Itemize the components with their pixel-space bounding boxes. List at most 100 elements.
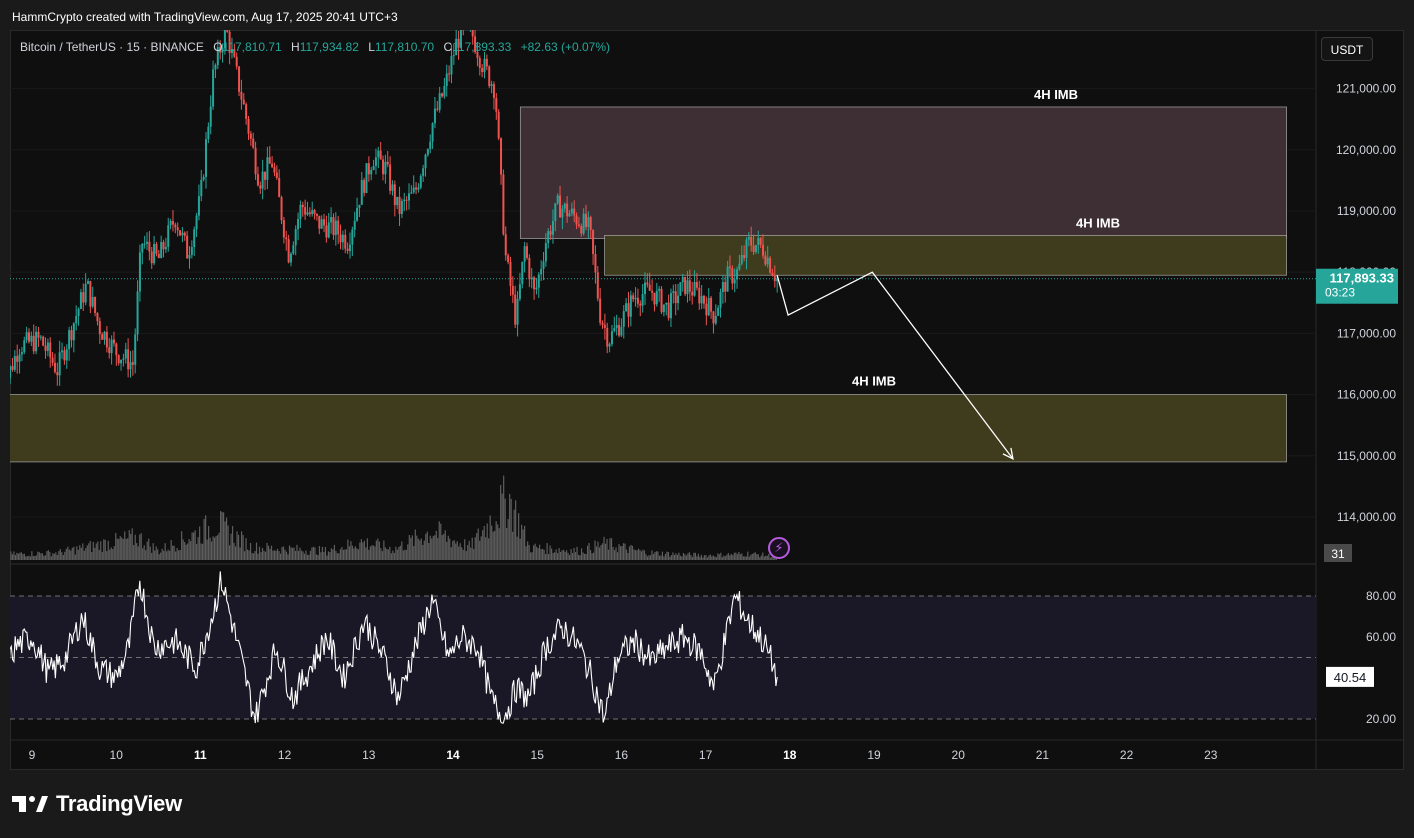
volume-bar [378, 541, 380, 560]
volume-bar [585, 553, 587, 560]
volume-bar [609, 538, 611, 560]
volume-bar [462, 549, 464, 560]
volume-bar [573, 547, 575, 560]
volume-bar [606, 538, 608, 560]
candle-body [710, 297, 713, 312]
candle-body [124, 349, 127, 359]
change-value: +82.63 (+0.07%) [520, 40, 611, 54]
volume-bar [527, 541, 529, 560]
brand-logo[interactable]: TradingView [12, 791, 182, 817]
imbalance-zone-1[interactable] [519, 106, 1287, 239]
volume-bar [236, 531, 238, 560]
volume-bar [491, 525, 493, 560]
rsi-tick-label: 80.00 [1366, 589, 1396, 603]
candle-body [738, 263, 741, 270]
candle-body [412, 187, 415, 193]
volume-bar [688, 552, 691, 560]
candle-body [238, 66, 241, 92]
volume-bar [642, 549, 644, 560]
volume-bar [324, 546, 327, 560]
symbol-label[interactable]: Bitcoin / TetherUS · 15 · BINANCE [20, 40, 204, 54]
candle-body [547, 231, 550, 244]
candle-body [46, 342, 49, 351]
volume-bar [715, 557, 717, 560]
volume-bar [37, 551, 39, 560]
candle-body [280, 197, 283, 221]
volume-bar [115, 532, 117, 560]
volume-bar [542, 548, 544, 560]
candle-body [110, 339, 113, 354]
volume-bar [158, 554, 160, 560]
volume-bar [333, 544, 336, 560]
volume-bar [287, 554, 289, 560]
candle-body [389, 164, 392, 191]
candle-body [688, 280, 691, 292]
candle-body [179, 230, 182, 236]
volume-bar [670, 555, 673, 560]
candle-body [20, 352, 23, 355]
volume-bar [473, 548, 475, 560]
volume-bar [425, 533, 427, 560]
volume-bar [233, 542, 235, 560]
time-tick-label: 14 [446, 748, 460, 762]
volume-bar [215, 536, 217, 560]
candle-body [743, 255, 746, 258]
candle-body [429, 141, 432, 150]
volume-bar [742, 556, 744, 560]
projection-path[interactable] [776, 271, 1014, 460]
volume-bar [323, 551, 325, 560]
candle-body [745, 239, 748, 258]
volume-bar [386, 548, 388, 560]
candle-body [450, 56, 453, 75]
time-tick-label: 18 [783, 748, 797, 762]
time-tick-label: 21 [1036, 748, 1050, 762]
volume-bar [53, 553, 55, 560]
volume-bar [79, 545, 81, 560]
volume-bar [515, 500, 517, 560]
volume-bar [374, 546, 376, 560]
candle-body [436, 108, 439, 110]
candle-body [530, 277, 533, 280]
volume-bar [607, 549, 610, 560]
flash-icon[interactable]: ⚡ [768, 537, 790, 559]
candle-body [176, 227, 179, 231]
volume-bar [275, 550, 277, 560]
candle-body [686, 280, 689, 295]
imbalance-zone-2[interactable] [604, 235, 1287, 276]
imbalance-zone-3[interactable] [10, 394, 1287, 463]
price-tick-label: 117,000.00 [1337, 326, 1396, 340]
volume-bar [604, 543, 607, 560]
volume-bar [43, 555, 45, 560]
volume-bar [251, 552, 253, 560]
volume-bar [672, 552, 674, 560]
candle-body [304, 207, 307, 215]
candle-body [426, 149, 429, 155]
volume-bar [50, 556, 52, 560]
candle-body [278, 178, 281, 198]
volume-bar [329, 552, 331, 560]
volume-bar [190, 541, 192, 560]
candle-body [731, 268, 734, 284]
price-badge[interactable] [1316, 268, 1398, 304]
currency-button[interactable]: USDT [1321, 37, 1373, 61]
volume-bar [461, 547, 463, 560]
volume-bar [682, 552, 685, 560]
candle-body [79, 292, 82, 309]
candle-body [233, 49, 236, 57]
candle-body [183, 232, 186, 236]
candle-body [481, 67, 484, 73]
candle-body [662, 304, 665, 313]
candle-body [356, 207, 359, 221]
volume-bar [345, 549, 348, 560]
volume-bar [690, 554, 692, 560]
candle-body [311, 210, 314, 215]
candle-body [127, 349, 130, 370]
candle-body [367, 163, 370, 175]
volume-bar [225, 517, 228, 560]
candle-body [327, 222, 330, 238]
volume-bar [601, 543, 604, 560]
chart-svg[interactable]: 4H IMB 4H IMB 4H IMB 114,000.00 115,000.00 11… [10, 30, 1404, 770]
candle-body [672, 291, 675, 294]
volume-bar [85, 548, 87, 560]
low-value: 117,810.70 [374, 40, 435, 54]
